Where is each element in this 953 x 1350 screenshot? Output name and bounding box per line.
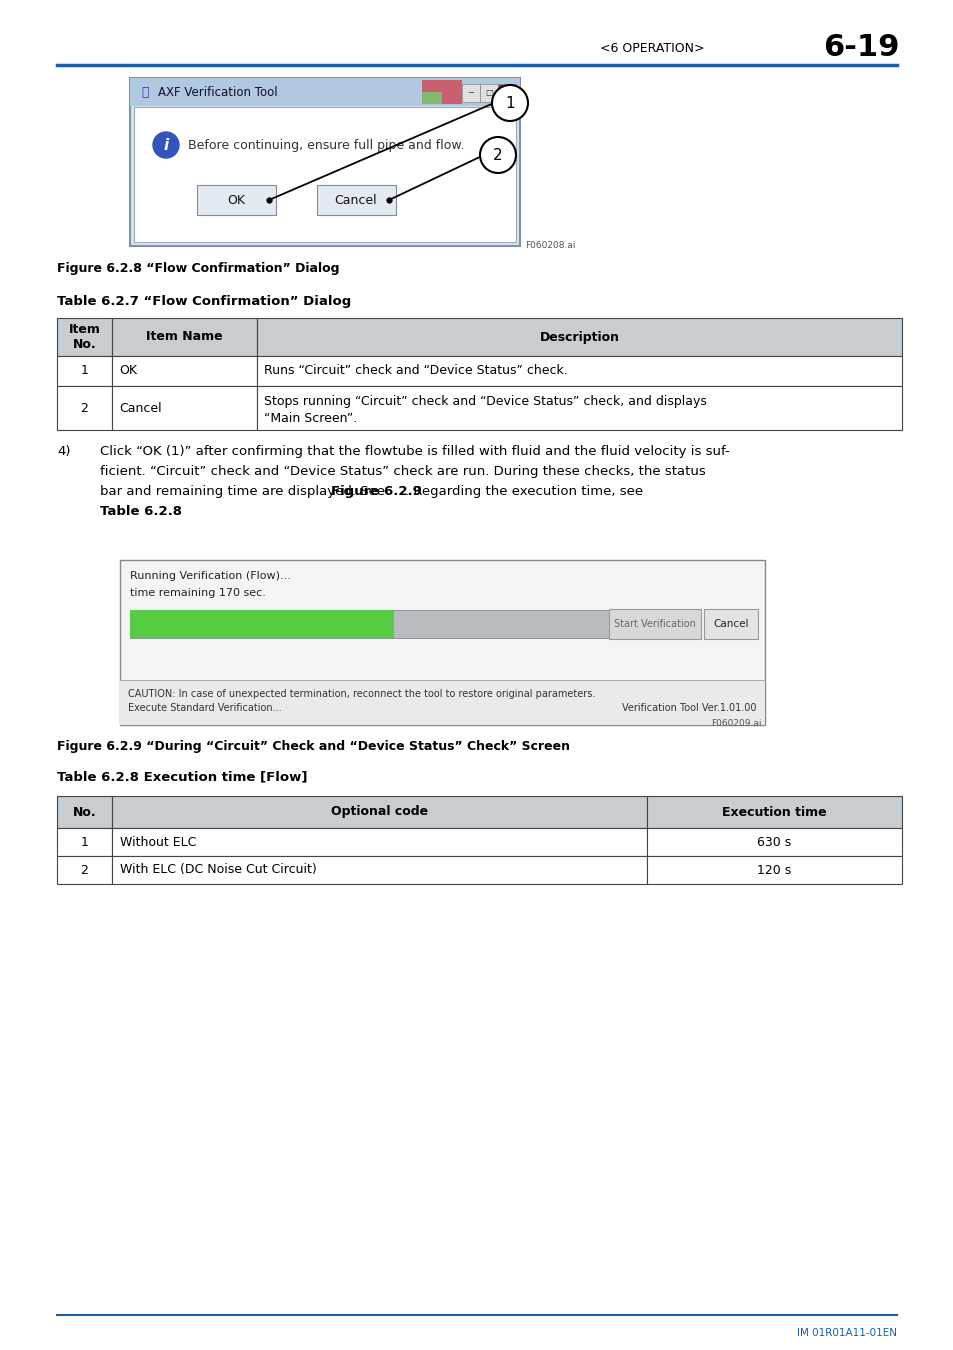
Text: Cancel: Cancel	[119, 401, 161, 414]
FancyBboxPatch shape	[120, 560, 764, 725]
FancyBboxPatch shape	[646, 828, 901, 856]
FancyBboxPatch shape	[57, 356, 112, 386]
Text: ✕: ✕	[503, 88, 510, 96]
Text: OK: OK	[227, 193, 245, 207]
Circle shape	[152, 132, 179, 158]
Text: 120 s: 120 s	[757, 864, 791, 876]
Text: “Main Screen”.: “Main Screen”.	[264, 412, 356, 424]
FancyBboxPatch shape	[130, 78, 519, 107]
Text: OK: OK	[119, 364, 137, 378]
FancyBboxPatch shape	[256, 319, 901, 356]
FancyBboxPatch shape	[112, 856, 646, 884]
Text: F060209.ai: F060209.ai	[711, 720, 761, 728]
FancyBboxPatch shape	[130, 610, 609, 639]
Circle shape	[492, 85, 527, 122]
Text: ⛹: ⛹	[141, 85, 149, 99]
Text: 6-19: 6-19	[822, 34, 899, 62]
Text: Item
No.: Item No.	[69, 323, 100, 351]
Text: 1: 1	[505, 96, 515, 111]
FancyBboxPatch shape	[130, 78, 519, 246]
FancyBboxPatch shape	[120, 680, 764, 725]
FancyBboxPatch shape	[421, 92, 441, 104]
FancyBboxPatch shape	[112, 356, 256, 386]
Text: 2: 2	[80, 401, 89, 414]
FancyBboxPatch shape	[497, 84, 516, 103]
FancyBboxPatch shape	[646, 796, 901, 828]
FancyBboxPatch shape	[112, 319, 256, 356]
FancyBboxPatch shape	[196, 185, 275, 215]
FancyBboxPatch shape	[57, 386, 112, 431]
FancyBboxPatch shape	[112, 828, 646, 856]
Text: 2: 2	[80, 864, 89, 876]
Text: Table 6.2.7 “Flow Confirmation” Dialog: Table 6.2.7 “Flow Confirmation” Dialog	[57, 296, 351, 308]
FancyBboxPatch shape	[57, 828, 112, 856]
Text: bar and remaining time are displayed. See: bar and remaining time are displayed. Se…	[100, 485, 389, 498]
Text: Description: Description	[539, 331, 618, 343]
FancyBboxPatch shape	[256, 356, 901, 386]
Text: Start Verification: Start Verification	[614, 620, 695, 629]
Text: Cancel: Cancel	[335, 193, 377, 207]
Text: □: □	[484, 88, 493, 96]
FancyBboxPatch shape	[57, 796, 112, 828]
Text: Runs “Circuit” check and “Device Status” check.: Runs “Circuit” check and “Device Status”…	[264, 364, 567, 378]
FancyBboxPatch shape	[57, 856, 112, 884]
FancyBboxPatch shape	[479, 84, 497, 103]
Text: Execution time: Execution time	[721, 806, 826, 818]
Text: Table 6.2.8 Execution time [Flow]: Table 6.2.8 Execution time [Flow]	[57, 769, 307, 783]
FancyBboxPatch shape	[646, 856, 901, 884]
Text: 1: 1	[80, 836, 89, 849]
Circle shape	[479, 136, 516, 173]
FancyBboxPatch shape	[112, 796, 646, 828]
Text: Stops running “Circuit” check and “Device Status” check, and displays: Stops running “Circuit” check and “Devic…	[264, 396, 706, 409]
FancyBboxPatch shape	[421, 80, 461, 104]
Text: ficient. “Circuit” check and “Device Status” check are run. During these checks,: ficient. “Circuit” check and “Device Sta…	[100, 464, 705, 478]
Text: Running Verification (Flow)...: Running Verification (Flow)...	[130, 571, 291, 580]
Text: i: i	[163, 138, 169, 153]
Text: Without ELC: Without ELC	[120, 836, 196, 849]
FancyBboxPatch shape	[316, 185, 395, 215]
FancyBboxPatch shape	[608, 609, 700, 639]
Text: CAUTION: In case of unexpected termination, reconnect the tool to restore origin: CAUTION: In case of unexpected terminati…	[128, 688, 595, 699]
Text: Item Name: Item Name	[146, 331, 223, 343]
Text: Execute Standard Verification...: Execute Standard Verification...	[128, 703, 281, 713]
FancyBboxPatch shape	[130, 610, 394, 639]
Text: IM 01R01A11-01EN: IM 01R01A11-01EN	[796, 1328, 896, 1338]
Text: Figure 6.2.9: Figure 6.2.9	[331, 485, 421, 498]
Text: <6 OPERATION>: <6 OPERATION>	[599, 42, 703, 54]
Text: time remaining 170 sec.: time remaining 170 sec.	[130, 589, 266, 598]
Text: 2: 2	[493, 147, 502, 162]
Text: .: .	[168, 505, 172, 518]
Text: No.: No.	[72, 806, 96, 818]
Text: 630 s: 630 s	[757, 836, 791, 849]
Text: 1: 1	[80, 364, 89, 378]
FancyBboxPatch shape	[461, 84, 479, 103]
Text: AXF Verification Tool: AXF Verification Tool	[158, 85, 277, 99]
Text: Cancel: Cancel	[713, 620, 748, 629]
FancyBboxPatch shape	[703, 609, 758, 639]
Text: Verification Tool Ver.1.01.00: Verification Tool Ver.1.01.00	[622, 703, 757, 713]
Text: Click “OK (1)” after confirming that the flowtube is filled with fluid and the f: Click “OK (1)” after confirming that the…	[100, 446, 729, 458]
Text: Figure 6.2.8 “Flow Confirmation” Dialog: Figure 6.2.8 “Flow Confirmation” Dialog	[57, 262, 339, 275]
Text: Table 6.2.8: Table 6.2.8	[100, 505, 182, 518]
Text: With ELC (DC Noise Cut Circuit): With ELC (DC Noise Cut Circuit)	[120, 864, 316, 876]
Text: F060208.ai: F060208.ai	[524, 242, 575, 250]
FancyBboxPatch shape	[133, 107, 516, 242]
FancyBboxPatch shape	[57, 319, 112, 356]
Text: Figure 6.2.9 “During “Circuit” Check and “Device Status” Check” Screen: Figure 6.2.9 “During “Circuit” Check and…	[57, 740, 569, 753]
FancyBboxPatch shape	[256, 386, 901, 431]
Text: Before continuing, ensure full pipe and flow.: Before continuing, ensure full pipe and …	[188, 139, 464, 151]
Text: 4): 4)	[57, 446, 71, 458]
FancyBboxPatch shape	[112, 386, 256, 431]
Text: . Regarding the execution time, see: . Regarding the execution time, see	[405, 485, 643, 498]
Text: ─: ─	[468, 88, 473, 96]
Text: Optional code: Optional code	[331, 806, 428, 818]
